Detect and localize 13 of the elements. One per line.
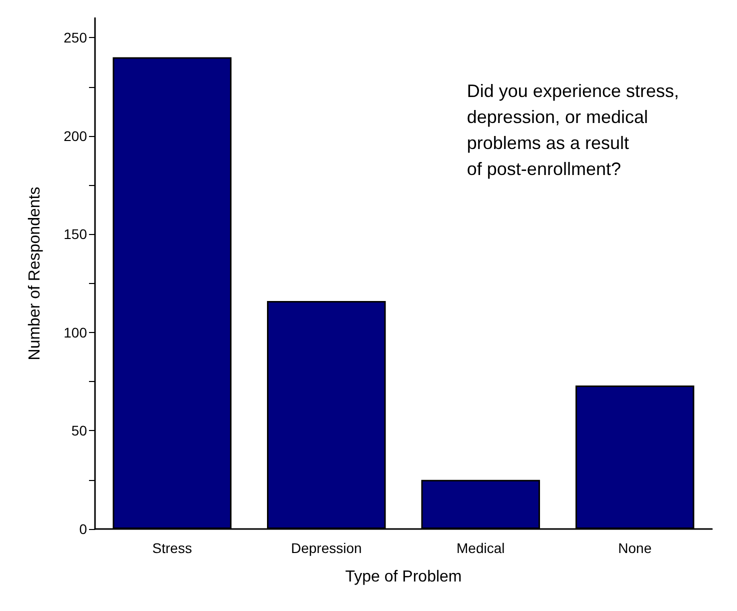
y-axis-title: Number of Respondents [26,186,44,360]
x-tick-label: Stress [152,540,192,556]
x-axis-title: Type of Problem [345,568,462,586]
annotation: Did you experience stress, depression, or medical problems as a result of post-enrollment? [466,81,680,179]
y-tick-label: 0 [79,521,88,537]
y-tick-label: 50 [71,422,88,439]
y-tick-label: 250 [64,30,88,46]
y-tick-label: 200 [64,128,88,144]
y-tick-label: 100 [64,324,88,340]
x-tick-label: None [618,540,652,556]
y-tick-label: 150 [64,226,88,242]
x-tick-label: Medical [456,540,505,556]
x-tick-label: Depression [290,540,362,556]
